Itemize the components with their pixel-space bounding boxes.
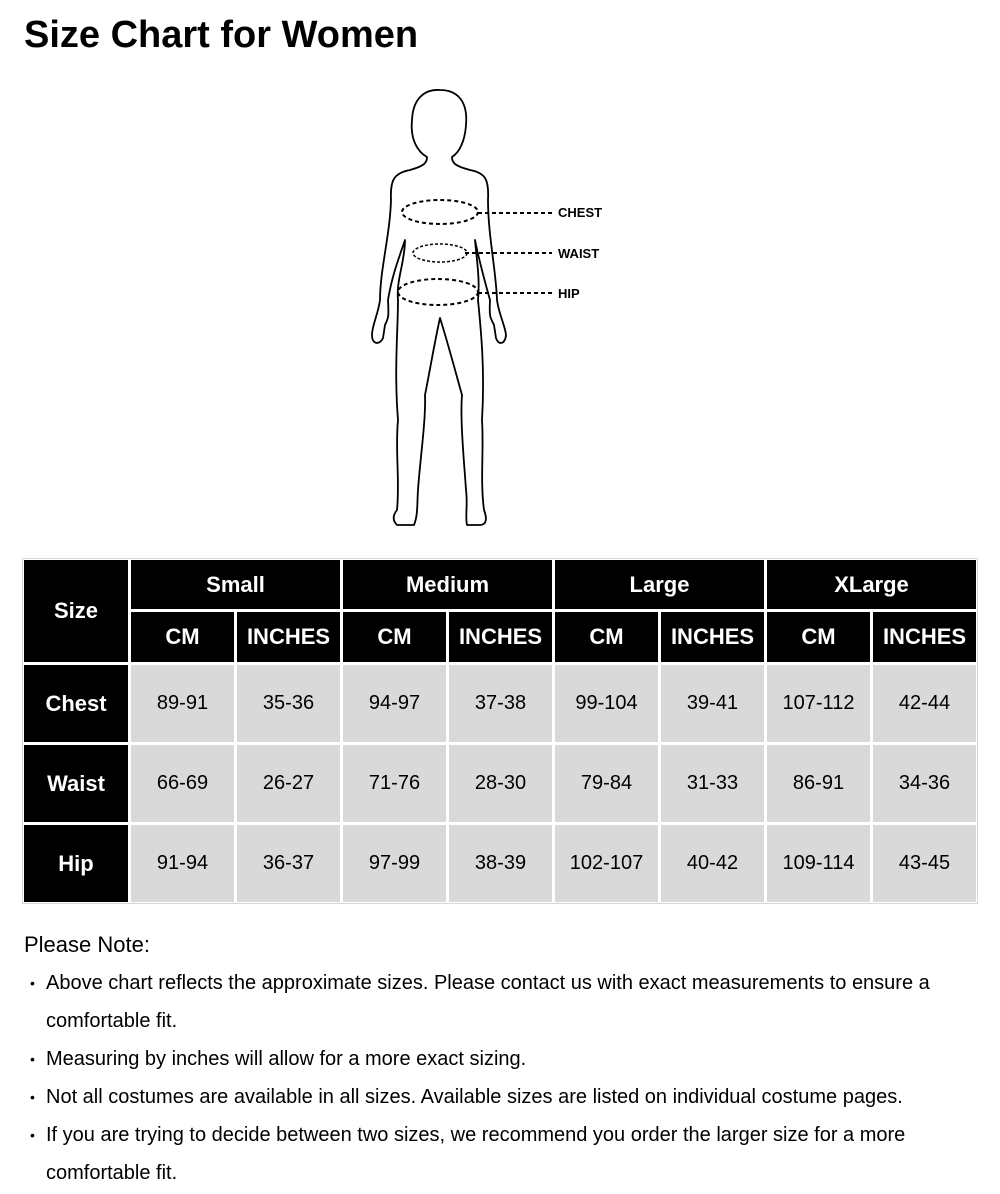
size-large-header: Large [555, 560, 764, 609]
note-item: Not all costumes are available in all si… [24, 1078, 996, 1116]
table-cell: 79-84 [555, 745, 658, 822]
table-cell: 42-44 [873, 665, 976, 742]
unit-header-cm: CM [131, 612, 234, 662]
table-cell: 66-69 [131, 745, 234, 822]
note-item: If you are trying to decide between two … [24, 1116, 996, 1192]
female-body-outline-icon: CHEST WAIST HIP [371, 89, 602, 526]
table-row: Chest 89-91 35-36 94-97 37-38 99-104 39-41 107-… [24, 665, 976, 742]
unit-header-inches: INCHES [873, 612, 976, 662]
size-small-header: Small [131, 560, 340, 609]
size-xlarge-header: XLarge [767, 560, 976, 609]
table-cell: 34-36 [873, 745, 976, 822]
row-label-waist: Waist [24, 745, 128, 822]
table-cell: 91-94 [131, 825, 234, 902]
table-cell: 99-104 [555, 665, 658, 742]
note-item: Above chart reflects the approximate siz… [24, 964, 996, 1040]
table-cell: 89-91 [131, 665, 234, 742]
chest-label: CHEST [558, 205, 602, 220]
table-row: Waist 66-69 26-27 71-76 28-30 79-84 31-33 86-91… [24, 745, 976, 822]
waist-label: WAIST [558, 246, 599, 261]
unit-header-cm: CM [767, 612, 870, 662]
unit-header-inches: INCHES [661, 612, 764, 662]
table-cell: 109-114 [767, 825, 870, 902]
table-cell: 94-97 [343, 665, 446, 742]
row-label-hip: Hip [24, 825, 128, 902]
table-cell: 26-27 [237, 745, 340, 822]
body-outline [371, 89, 507, 526]
table-cell: 97-99 [343, 825, 446, 902]
waist-measure-ellipse [412, 243, 468, 263]
unit-header-cm: CM [555, 612, 658, 662]
unit-header-inches: INCHES [237, 612, 340, 662]
unit-header-inches: INCHES [449, 612, 552, 662]
table-cell: 36-37 [237, 825, 340, 902]
note-item: Measuring by inches will allow for a mor… [24, 1040, 996, 1078]
table-cell: 86-91 [767, 745, 870, 822]
unit-header-cm: CM [343, 612, 446, 662]
row-label-chest: Chest [24, 665, 128, 742]
table-cell: 37-38 [449, 665, 552, 742]
table-cell: 40-42 [661, 825, 764, 902]
chest-measure-ellipse [401, 199, 479, 225]
table-cell: 102-107 [555, 825, 658, 902]
hip-label: HIP [558, 286, 580, 301]
table-cell: 35-36 [237, 665, 340, 742]
table-cell: 28-30 [449, 745, 552, 822]
page-title: Size Chart for Women [24, 14, 419, 56]
table-row: Hip 91-94 36-37 97-99 38-39 102-107 40-42 109-1… [24, 825, 976, 902]
notes-section: Please Note: Above chart reflects the ap… [24, 926, 996, 1192]
table-cell: 31-33 [661, 745, 764, 822]
size-table: Size Small Medium Large XLarge CM INCHES C… [22, 558, 978, 904]
size-medium-header: Medium [343, 560, 552, 609]
size-header: Size [24, 560, 128, 662]
hip-measure-ellipse [397, 278, 479, 306]
table-cell: 39-41 [661, 665, 764, 742]
table-cell: 107-112 [767, 665, 870, 742]
table-cell: 71-76 [343, 745, 446, 822]
notes-title: Please Note: [24, 932, 150, 957]
table-cell: 43-45 [873, 825, 976, 902]
table-cell: 38-39 [449, 825, 552, 902]
notes-list: Above chart reflects the approximate siz… [24, 964, 996, 1192]
